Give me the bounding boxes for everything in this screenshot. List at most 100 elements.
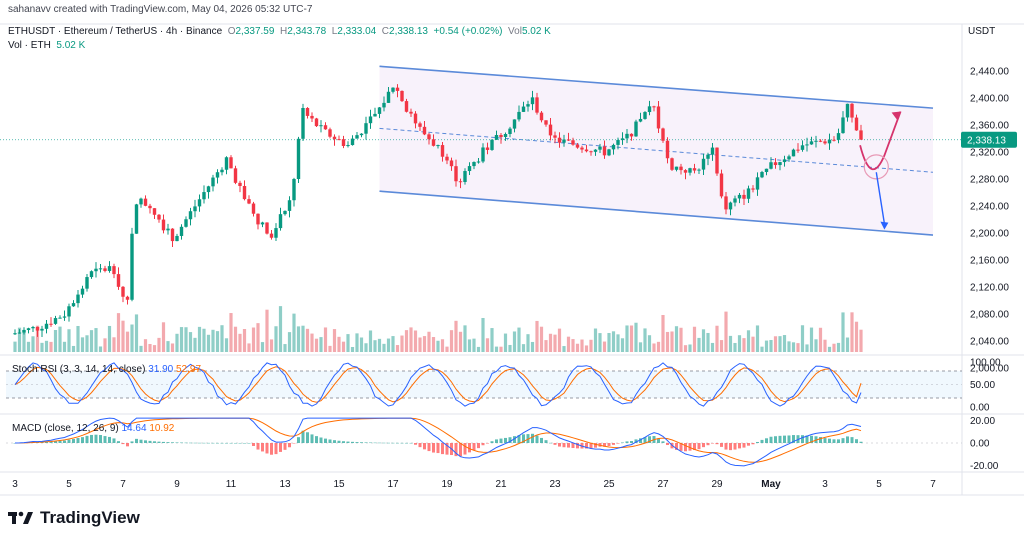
- candle-body: [665, 140, 670, 159]
- candle-body: [359, 133, 364, 136]
- candle-body: [476, 161, 481, 163]
- volume-bar: [103, 338, 107, 352]
- candle-body: [323, 125, 328, 130]
- candle-body: [508, 128, 512, 135]
- macd-histogram-bar: [94, 434, 98, 443]
- volume-bar: [71, 345, 76, 352]
- volume-bar: [188, 332, 193, 352]
- volume-bar: [395, 345, 400, 352]
- channel-layer: [0, 65, 962, 236]
- volume-bar: [67, 329, 71, 352]
- macd-histogram-bar: [256, 443, 260, 450]
- candle-body: [179, 226, 184, 236]
- volume-bar: [314, 338, 319, 352]
- candle-body: [827, 139, 832, 144]
- macd-histogram-bar: [382, 442, 386, 444]
- volume-bar: [413, 330, 418, 352]
- macd-histogram-bar: [792, 435, 795, 443]
- macd-histogram-bar: [846, 436, 849, 443]
- macd-histogram-bar: [40, 442, 44, 443]
- macd-histogram-bar: [504, 437, 507, 443]
- price-axis-currency[interactable]: USDT: [968, 26, 996, 37]
- macd-histogram-bar: [603, 443, 606, 447]
- candle-body: [818, 140, 823, 142]
- macd-histogram-bar: [184, 442, 188, 444]
- candle-body: [625, 133, 629, 139]
- macd-histogram-bar: [571, 443, 575, 449]
- volume-bar: [494, 346, 499, 352]
- candle-body: [674, 166, 679, 170]
- candle-body: [94, 268, 98, 272]
- volume-bar: [292, 313, 296, 352]
- time-tick-label: 17: [387, 479, 399, 490]
- candle-body: [548, 124, 553, 136]
- tradingview-logo[interactable]: TradingView: [8, 508, 140, 528]
- projection-up-arrow: [859, 111, 902, 170]
- projection-down-arrow: [875, 172, 886, 224]
- candle-body: [49, 323, 53, 325]
- candle-body: [512, 119, 517, 129]
- symbol-label[interactable]: ETHUSDT · Ethereum / TetherUS · 4h · Bin…: [8, 26, 223, 37]
- volume-bar: [845, 337, 850, 352]
- volume-bar: [859, 329, 863, 352]
- volume-bar: [130, 324, 134, 352]
- macd-histogram-bar: [189, 442, 192, 444]
- candle-body: [269, 233, 274, 238]
- candle-body: [544, 120, 548, 125]
- macd-signal-value: 10.92: [149, 423, 175, 434]
- price-tick-label: 2,320.00: [970, 148, 1009, 159]
- macd-histogram-bar: [265, 443, 269, 454]
- macd-histogram-bar: [666, 443, 669, 446]
- candle-body: [746, 188, 751, 199]
- candle-body: [368, 116, 373, 124]
- volume-bar: [647, 335, 652, 352]
- channel-upper-line: [379, 65, 934, 109]
- volume-bar: [202, 328, 206, 352]
- attribution-text: sahanavv created with TradingView.com, M…: [8, 4, 313, 15]
- candle-body: [161, 219, 166, 231]
- macd-histogram-bar: [288, 443, 291, 448]
- candle-body: [125, 296, 130, 300]
- volume-bar: [112, 337, 116, 352]
- candle-body: [472, 162, 476, 167]
- macd-histogram-bar: [549, 442, 552, 444]
- macd-histogram-bar: [369, 442, 372, 444]
- macd-histogram-bar: [130, 441, 134, 443]
- macd-histogram-bar: [684, 443, 687, 452]
- volume-bar: [346, 334, 350, 352]
- macd-histogram-bar: [625, 441, 629, 443]
- macd-histogram-bar: [697, 443, 701, 450]
- volume-bar: [571, 339, 575, 352]
- macd-histogram-bar: [355, 442, 359, 443]
- stoch-rsi-label: Stoch RSI (3, 3, 14, 14, close): [12, 364, 146, 375]
- last-price-tag-label: 2,338.13: [967, 135, 1006, 146]
- time-tick-label: 5: [66, 479, 72, 490]
- volume-bar: [269, 339, 274, 352]
- volume-bar: [562, 346, 566, 352]
- candle-body: [728, 202, 733, 210]
- volume-bar: [166, 341, 170, 352]
- candle-body: [755, 177, 760, 190]
- candle-body: [283, 210, 287, 215]
- volume-bar: [773, 336, 778, 352]
- candle-body: [328, 129, 332, 137]
- volume-bar: [197, 326, 202, 352]
- candle-body: [130, 233, 134, 300]
- candle-body: [683, 170, 688, 173]
- candle-body: [742, 194, 746, 199]
- vol-value: 5.02 K: [521, 26, 551, 37]
- macd-histogram-bar: [85, 435, 89, 443]
- volume-bar: [602, 341, 607, 352]
- macd-histogram-bar: [747, 443, 750, 446]
- volume-bar: [683, 345, 688, 352]
- channel-lower-line: [379, 190, 934, 236]
- stoch-rsi-k-value: 31.90: [148, 364, 174, 375]
- volume-bar: [436, 340, 440, 352]
- macd-histogram-bar: [333, 440, 336, 443]
- candle-body: [350, 138, 355, 146]
- time-tick-label: 15: [333, 479, 345, 490]
- volume-bar: [620, 338, 625, 352]
- candle-body: [346, 145, 350, 147]
- vol2-label: Vol · ETH: [8, 40, 51, 51]
